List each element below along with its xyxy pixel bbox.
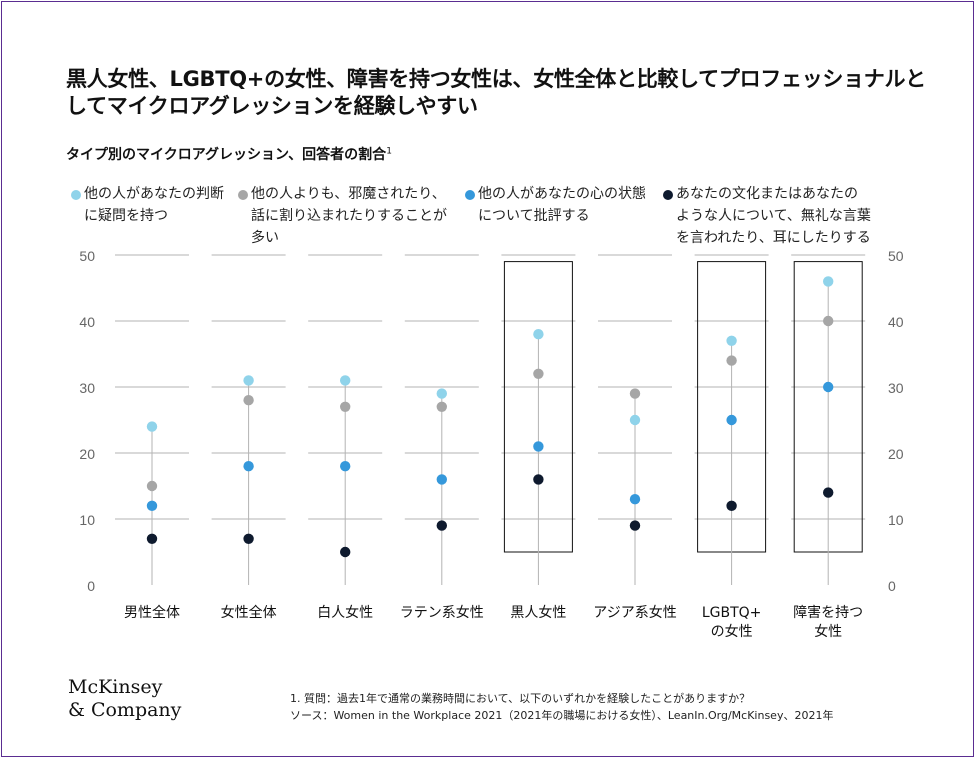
- chart-title: 黒人女性、LGBTQ+の女性、障害を持つ女性は、女性全体と比較してプロフェッショ…: [66, 67, 926, 118]
- data-point-series-2: [243, 461, 254, 472]
- logo-line-2: & Company: [68, 699, 182, 721]
- footnote-block: 1. 質問：過去1年で通常の業務時間において、以下のいずれかを経験したことがあり…: [290, 690, 833, 724]
- category-label-line: アジア系女性: [593, 604, 676, 621]
- source-note: ソース：Women in the Workplace 2021（2021年の職場…: [290, 709, 834, 722]
- data-point-series-1: [533, 368, 544, 379]
- y-tick-label-right: 50: [888, 248, 904, 264]
- data-point-series-2: [629, 494, 641, 505]
- category-label-line: ラテン系女性: [400, 604, 484, 621]
- legend-item-judgment: 他の人があなたの判断に疑問を持つ: [71, 183, 234, 227]
- category-label: 白人女性: [317, 604, 373, 621]
- legend-item-interrupted: 他の人よりも、邪魔されたり、話に割り込まれたりすることが多い: [238, 183, 456, 249]
- data-point-series-1: [726, 355, 737, 366]
- data-point-series-3: [340, 546, 351, 558]
- data-point-series-0: [436, 388, 447, 399]
- data-point-series-3: [726, 500, 737, 511]
- footnote: 1. 質問：過去1年で通常の業務時間において、以下のいずれかを経験したことがあり…: [290, 692, 751, 705]
- data-point-series-0: [629, 414, 641, 426]
- category-label-line: 男性全体: [124, 604, 180, 621]
- data-point-series-2: [146, 500, 158, 511]
- legend-dot-blue: [465, 190, 475, 200]
- legend-item-demeaning-remarks: あなたの文化またはあなたのような人について、無礼な言葉を言われたり、耳にしたりす…: [663, 183, 871, 249]
- data-point-series-1: [823, 315, 834, 327]
- data-point-series-3: [243, 533, 254, 544]
- chart-subtitle: タイプ別のマイクロアグレッション、回答者の割合1: [66, 144, 392, 164]
- category-label-line: 白人女性: [317, 604, 373, 621]
- data-point-series-2: [340, 461, 351, 472]
- category-label: LGBTQ+ の女性: [702, 605, 762, 640]
- y-tick-label-right: 30: [888, 380, 904, 396]
- legend-label: あなたの文化またはあなたのような人について、無礼な言葉を言われたり、耳にしたりす…: [676, 186, 871, 246]
- data-point-series-2: [533, 441, 544, 452]
- mckinsey-logo: McKinsey & Company: [68, 676, 181, 722]
- logo-line-1: McKinsey: [68, 676, 163, 698]
- legend-label: 他の人があなたの心の状態について批評する: [478, 186, 646, 224]
- y-tick-label-right: 0: [888, 578, 896, 594]
- y-tick-label-left: 30: [79, 380, 95, 396]
- category-label-line: 障害を持つ: [793, 605, 863, 621]
- data-point-series-3: [629, 520, 641, 531]
- data-point-series-3: [146, 533, 158, 544]
- y-tick-label-right: 40: [888, 314, 904, 330]
- y-tick-label-left: 40: [79, 314, 95, 330]
- category-label: 黒人女性: [510, 604, 566, 621]
- data-point-series-1: [340, 401, 351, 412]
- data-point-series-0: [243, 375, 254, 386]
- data-point-series-2: [436, 474, 447, 485]
- legend-dot-gray: [238, 190, 248, 200]
- category-label-line: の女性: [711, 623, 753, 640]
- legend-dot-navy: [663, 190, 673, 200]
- category-label-line: 女性: [814, 623, 842, 640]
- subtitle-text: タイプ別のマイクロアグレッション、回答者の割合: [66, 147, 387, 163]
- y-tick-label-left: 0: [87, 578, 95, 594]
- data-point-series-1: [629, 388, 641, 399]
- category-label-line: LGBTQ+: [702, 605, 762, 621]
- category-label: アジア系女性: [593, 604, 676, 621]
- legend-label: 他の人よりも、邪魔されたり、話に割り込まれたりすることが多い: [251, 186, 447, 246]
- category-label-line: 女性全体: [221, 604, 277, 621]
- y-tick-label-left: 50: [79, 248, 95, 264]
- data-point-series-0: [146, 421, 158, 432]
- category-label: ラテン系女性: [400, 604, 484, 621]
- legend-dot-light-blue: [71, 190, 81, 200]
- data-point-series-3: [436, 520, 447, 531]
- data-point-series-0: [340, 375, 351, 386]
- data-point-series-1: [243, 395, 254, 406]
- subtitle-footnote-mark: 1: [386, 146, 392, 157]
- legend-label: 他の人があなたの判断に疑問を持つ: [84, 186, 224, 224]
- data-point-series-3: [533, 474, 544, 485]
- y-tick-label-left: 20: [79, 446, 95, 462]
- category-label: 障害を持つ女性: [793, 605, 863, 640]
- category-label: 男性全体: [124, 604, 180, 621]
- data-point-series-1: [436, 401, 447, 412]
- data-point-series-2: [726, 414, 737, 426]
- y-tick-label-left: 10: [79, 512, 95, 528]
- y-tick-label-right: 10: [888, 512, 904, 528]
- category-label-line: 黒人女性: [510, 604, 566, 621]
- category-label: 女性全体: [221, 604, 277, 621]
- data-point-series-0: [726, 335, 737, 346]
- data-point-series-3: [823, 487, 834, 498]
- y-tick-label-right: 20: [888, 446, 904, 462]
- data-point-series-0: [533, 329, 544, 340]
- data-point-series-0: [823, 276, 834, 287]
- data-point-series-2: [823, 381, 834, 393]
- legend-item-emotional-state: 他の人があなたの心の状態について批評する: [465, 183, 656, 227]
- data-point-series-1: [146, 480, 158, 492]
